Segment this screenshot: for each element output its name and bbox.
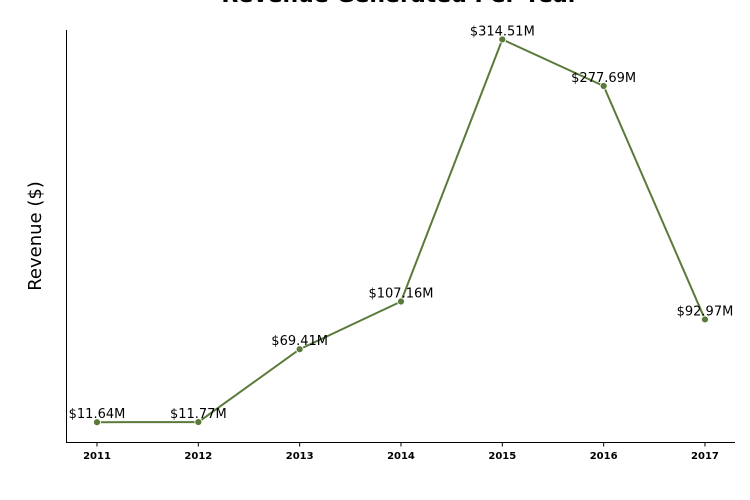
data-value-label: $107.16M bbox=[368, 287, 433, 302]
data-point-marker bbox=[93, 418, 101, 427]
data-value-label: $11.77M bbox=[170, 407, 227, 422]
x-tick-label: 2014 bbox=[387, 451, 415, 462]
x-tick-label: 2015 bbox=[488, 451, 516, 462]
chart-title: Revenue Generated Per Year bbox=[221, 0, 578, 8]
x-tick-label: 2013 bbox=[286, 451, 314, 462]
x-tick-label: 2017 bbox=[691, 451, 719, 462]
revenue-series bbox=[93, 35, 709, 427]
data-value-label: $11.64M bbox=[69, 407, 126, 422]
x-tick-label: 2011 bbox=[83, 451, 111, 462]
data-point-marker bbox=[701, 315, 709, 324]
x-tick-label: 2016 bbox=[590, 451, 618, 462]
data-point-marker bbox=[295, 345, 304, 354]
data-point-marker bbox=[498, 35, 507, 44]
data-point-marker bbox=[599, 82, 608, 90]
data-value-label: $277.69M bbox=[571, 71, 636, 86]
data-value-label: $314.51M bbox=[470, 24, 535, 39]
x-axis-ticks: 2011 2012 2013 2014 2015 2016 2017 bbox=[83, 442, 719, 462]
data-value-label: $92.97M bbox=[677, 304, 734, 319]
data-point-marker bbox=[194, 418, 203, 426]
y-axis-label: Revenue ($) bbox=[25, 181, 46, 291]
data-labels: $11.64M $11.77M $69.41M $107.16M $314.51M $27… bbox=[69, 24, 734, 422]
data-point-marker bbox=[397, 297, 405, 306]
revenue-line bbox=[96, 38, 706, 424]
x-tick-label: 2012 bbox=[184, 451, 212, 462]
data-value-label: $69.41M bbox=[271, 334, 328, 349]
